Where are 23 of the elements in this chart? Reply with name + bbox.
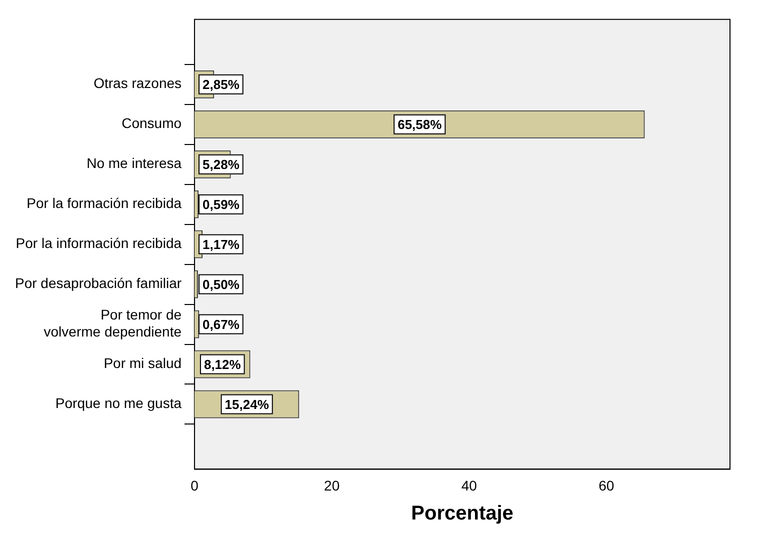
y-tick-label: Por la información recibida [16, 235, 182, 252]
y-tick-label: Otras razones [94, 75, 182, 92]
data-label: 0,50% [202, 276, 240, 292]
data-label: 5,28% [202, 156, 240, 172]
data-label: 0,59% [202, 196, 240, 212]
data-label: 8,12% [204, 356, 242, 372]
y-tick-label: Por la formación recibida [26, 195, 182, 212]
y-tick-label: No me interesa [86, 155, 182, 172]
x-tick-label: 60 [598, 477, 614, 494]
x-tick-label: 20 [324, 477, 340, 494]
y-tick-label: Consumo [122, 115, 182, 132]
y-tick-label: Porque no me gusta [55, 395, 182, 412]
data-label: 1,17% [202, 236, 240, 252]
y-tick-label: Por desaprobación familiar [15, 275, 182, 292]
x-tick-label: 0 [190, 477, 199, 494]
data-label: 2,85% [202, 76, 240, 92]
y-tick-label: Por temor de volverme dependiente [44, 306, 182, 340]
data-label: 0,67% [202, 316, 240, 332]
y-tick-label: Por mi salud [104, 355, 182, 372]
x-axis-title: Porcentaje [411, 502, 514, 525]
data-label: 65,58% [398, 116, 442, 132]
x-tick-label: 40 [461, 477, 478, 494]
data-label: 15,24% [224, 396, 270, 412]
